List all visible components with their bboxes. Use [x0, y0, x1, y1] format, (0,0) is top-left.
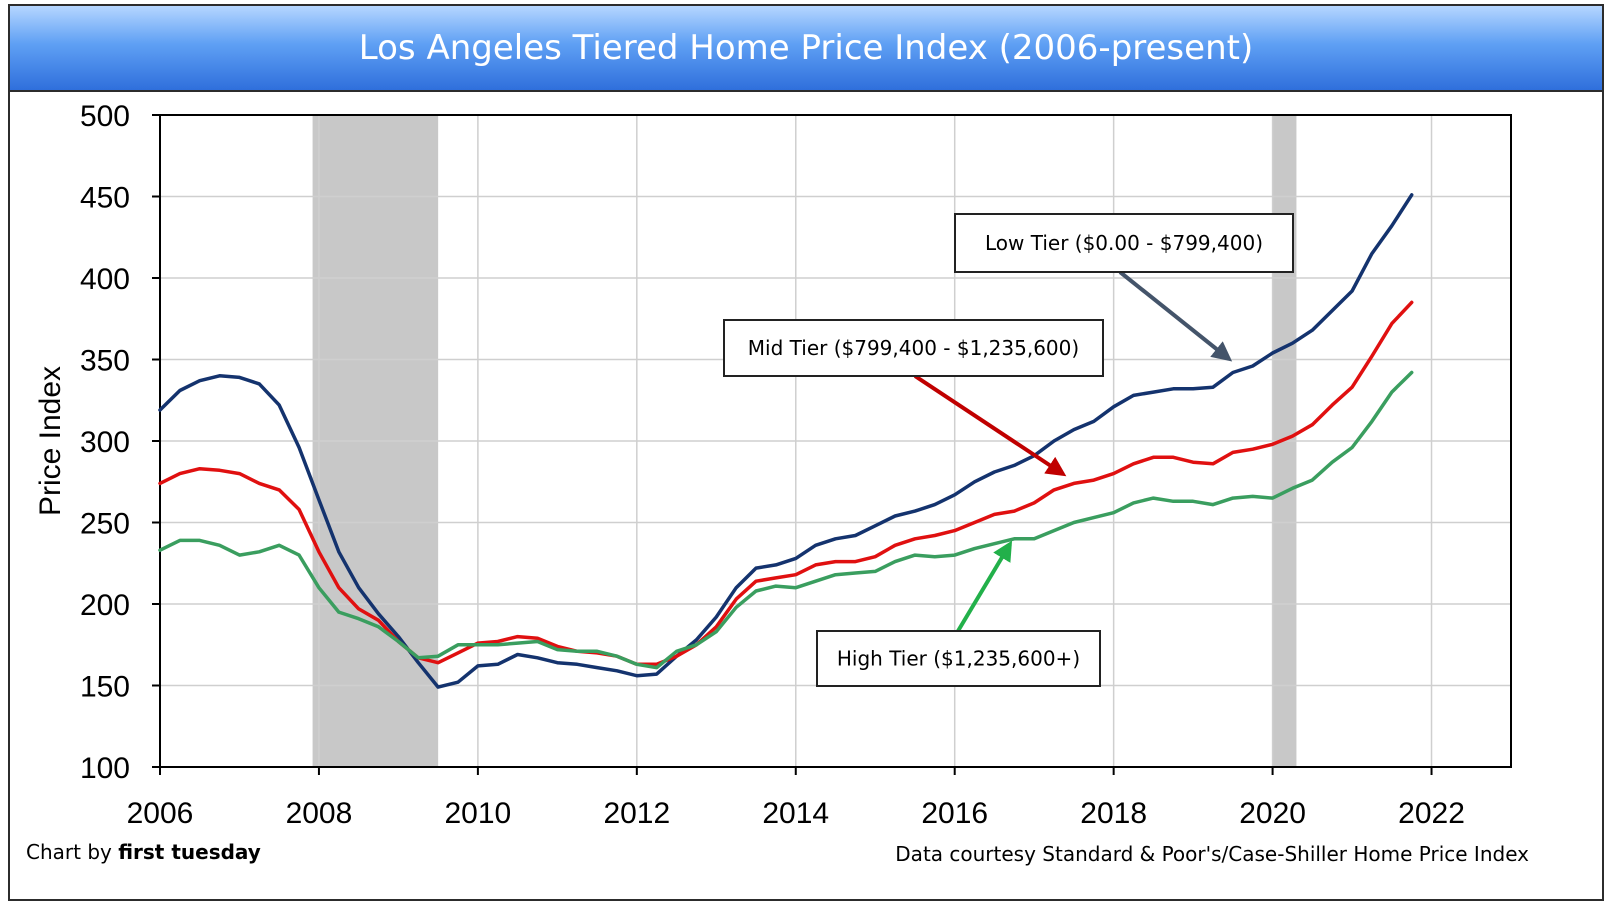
y-tick-label: 100 [80, 752, 130, 785]
gridlines [160, 115, 1511, 767]
x-tick-label: 2020 [1239, 797, 1306, 830]
x-tick-label: 2022 [1398, 797, 1465, 830]
y-tick-label: 250 [80, 508, 130, 541]
mid-tier-callout-label: Mid Tier ($799,400 - $1,235,600) [748, 336, 1079, 360]
chart-title: Los Angeles Tiered Home Price Index (200… [358, 28, 1254, 68]
callouts: Low Tier ($0.00 - $799,400) Mid Tier ($79… [723, 213, 1294, 687]
low-tier-line [158, 193, 1414, 689]
y-tick-label: 350 [80, 345, 130, 378]
high-tier-callout-box [816, 630, 1101, 687]
y-tick-label: 200 [80, 589, 130, 622]
x-tick-label: 2016 [921, 797, 988, 830]
x-tick-label: 2012 [603, 797, 670, 830]
x-tick-label: 2010 [445, 797, 512, 830]
y-tick-label: 300 [80, 426, 130, 459]
x-tick-label: 2006 [127, 797, 194, 830]
mid-tier-callout-arrow [913, 374, 1067, 477]
credit-name: first tuesday [118, 840, 261, 864]
high-tier-callout-label: High Tier ($1,235,600+) [837, 647, 1080, 671]
high-tier-callout-arrow [956, 540, 1013, 633]
title-banner: Los Angeles Tiered Home Price Index (200… [10, 6, 1602, 92]
credit-prefix: Chart by [26, 840, 118, 864]
low-tier-callout-box [954, 213, 1294, 273]
low-tier-callout-arrow [1118, 270, 1233, 362]
x-tick-label: 2018 [1080, 797, 1147, 830]
y-tick-label: 450 [80, 182, 130, 215]
y-tick-label: 500 [80, 100, 130, 133]
mid-tier-line [158, 300, 1414, 667]
x-axis: 2006 2008 2010 2012 2014 2016 2018 2020 2022 [127, 767, 1465, 830]
mid-tier-callout-box [723, 319, 1104, 377]
series-lines [158, 193, 1414, 689]
y-axis-title: Price Index [34, 366, 67, 516]
x-tick-label: 2008 [286, 797, 353, 830]
high-tier-line [158, 370, 1414, 670]
y-axis: 100 150 200 250 300 350 400 450 500 [80, 100, 160, 785]
low-tier-callout-label: Low Tier ($0.00 - $799,400) [985, 231, 1263, 255]
chart-frame: Los Angeles Tiered Home Price Index (200… [8, 4, 1604, 901]
chart-credit: Chart by first tuesday [26, 840, 261, 864]
y-tick-label: 400 [80, 263, 130, 296]
data-source-note: Data courtesy Standard & Poor's/Case-Shi… [895, 842, 1529, 866]
x-tick-label: 2014 [762, 797, 829, 830]
y-tick-label: 150 [80, 671, 130, 704]
